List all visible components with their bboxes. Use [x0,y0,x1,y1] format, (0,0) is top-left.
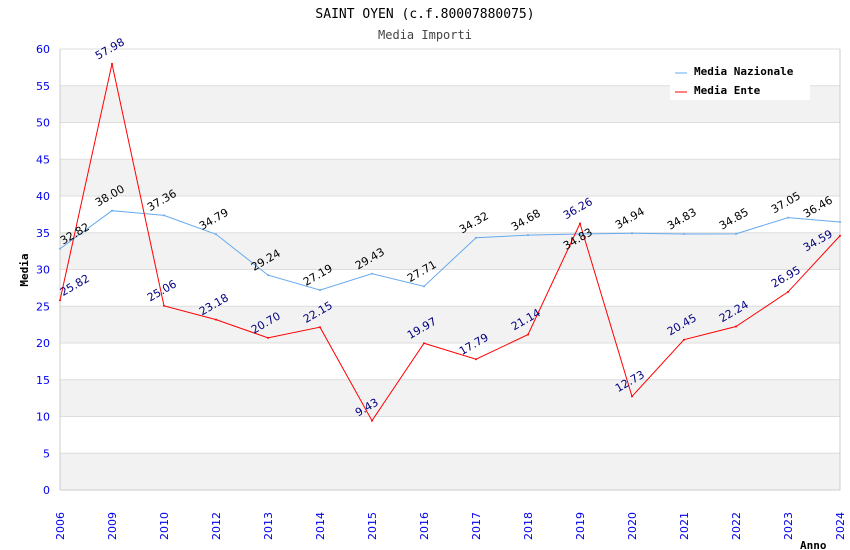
y-tick-label: 40 [36,190,50,203]
y-axis-label: Media [18,253,31,286]
data-point [163,304,165,307]
x-tick-label: 2023 [782,512,795,540]
x-tick-label: 2009 [106,512,119,540]
data-label: 25.82 [58,272,92,299]
data-point [423,342,425,345]
data-point [319,326,321,329]
data-point [527,234,529,237]
data-label: 34.79 [197,206,231,233]
grid-band [60,232,840,270]
data-point [683,232,685,235]
data-point [579,232,581,235]
data-point [735,232,737,235]
x-tick-label: 2015 [366,512,379,540]
data-point [527,333,529,336]
data-point [319,289,321,292]
x-tick-label: 2017 [470,512,483,540]
legend-label-ente: Media Ente [694,84,761,97]
data-point [371,272,373,275]
data-point [579,222,581,225]
x-tick-label: 2021 [678,512,691,540]
x-tick-label: 2012 [210,512,223,540]
data-point [59,247,61,250]
y-tick-label: 5 [43,447,50,460]
data-point [111,209,113,212]
data-point [59,299,61,302]
data-point [839,221,841,224]
series-line-ente [59,63,841,422]
data-point [735,325,737,328]
grid-band [60,379,840,417]
x-tick-label: 2014 [314,512,327,540]
y-tick-label: 0 [43,484,50,497]
data-label: 36.46 [801,194,835,221]
data-point [267,274,269,277]
data-label: 25.06 [145,277,179,304]
legend: Media Nazionale Media Ente [670,60,810,100]
grid-band [60,453,840,490]
chart-subtitle: Media Importi [378,28,472,42]
chart-title: SAINT OYEN (c.f.80007880075) [315,7,534,22]
data-label: 34.85 [717,205,751,232]
series-line-nazionale [59,210,841,291]
data-point [839,234,841,237]
x-tick-label: 2010 [158,512,171,540]
data-point [215,318,217,321]
y-tick-label: 35 [36,227,50,240]
data-point [475,236,477,239]
data-label: 34.83 [665,206,699,233]
data-point [475,358,477,361]
y-tick-label: 25 [36,300,50,313]
y-tick-label: 55 [36,80,50,93]
y-tick-label: 60 [36,43,50,56]
data-label: 34.94 [613,205,647,232]
x-axis-label: Anno [800,539,827,550]
data-point [787,290,789,293]
x-tick-label: 2016 [418,512,431,540]
y-tick-label: 30 [36,264,50,277]
data-label: 36.26 [561,195,595,222]
x-tick-label: 2018 [522,512,535,540]
x-tick-label: 2006 [54,512,67,540]
x-tick-label: 2024 [834,512,847,540]
data-point [683,338,685,341]
data-point [371,419,373,422]
data-point [787,216,789,219]
data-point [215,233,217,236]
data-point [631,395,633,398]
data-point [423,285,425,288]
data-point [631,232,633,235]
data-point [163,214,165,217]
data-label: 34.68 [509,207,543,234]
x-tick-label: 2019 [574,512,587,540]
data-label: 57.98 [93,35,127,62]
x-tick-label: 2020 [626,512,639,540]
y-tick-label: 45 [36,153,50,166]
y-tick-label: 20 [36,337,50,350]
legend-label-nazionale: Media Nazionale [694,65,794,78]
data-point [111,62,113,65]
y-tick-label: 50 [36,117,50,130]
y-tick-label: 10 [36,411,50,424]
data-point [267,336,269,339]
y-tick-label: 15 [36,374,50,387]
x-tick-label: 2013 [262,512,275,540]
grid-band [60,159,840,196]
x-tick-label: 2022 [730,512,743,540]
